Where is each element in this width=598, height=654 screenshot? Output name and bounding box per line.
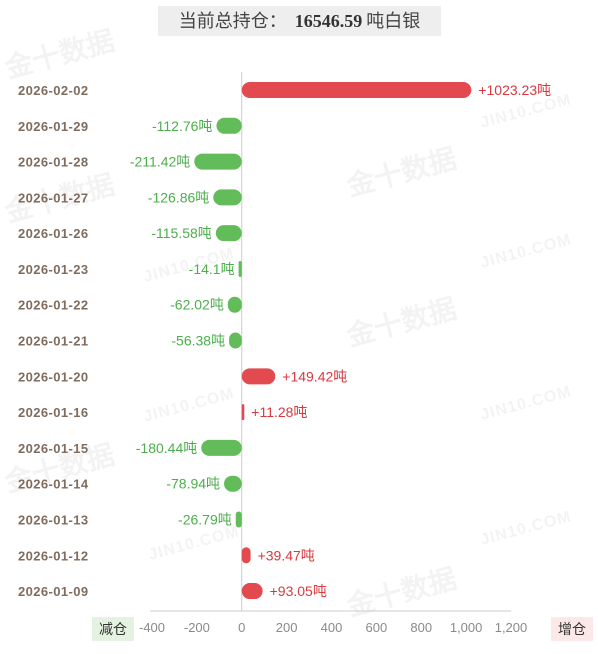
category-label-2026-01-12: 2026-01-12: [18, 548, 89, 563]
bar-2026-01-15: [201, 439, 242, 456]
watermark-site: JIN10.COM: [142, 385, 237, 426]
data-label-2026-02-02: +1023.23吨: [478, 82, 551, 98]
category-label-2026-01-29: 2026-01-29: [18, 119, 89, 134]
watermark-site: JIN10.COM: [147, 523, 242, 564]
bar-2026-01-27: [213, 189, 242, 206]
x-tick-label: 400: [321, 620, 343, 635]
x-tick-label: 600: [366, 620, 388, 635]
category-label-2026-01-14: 2026-01-14: [18, 477, 89, 492]
watermark-logo: 金十数据: [0, 24, 117, 84]
labels: 2026-02-02 +1023.23吨 2026-01-29 -112.76吨 202…: [18, 82, 551, 599]
bar-2026-01-13: [235, 511, 242, 528]
category-label-2026-01-21: 2026-01-21: [18, 334, 89, 349]
category-label-2026-01-23: 2026-01-23: [18, 262, 89, 277]
watermark-site: JIN10.COM: [479, 231, 574, 272]
bar-2026-01-14: [224, 475, 242, 492]
legend-decrease: 减仓: [92, 617, 134, 641]
category-label-2026-01-20: 2026-01-20: [18, 369, 89, 384]
data-label-2026-01-14: -78.94吨: [166, 476, 220, 492]
category-label-2026-01-28: 2026-01-28: [18, 155, 89, 170]
bar-2026-01-12: [241, 547, 251, 564]
watermark-logo: 金十数据: [342, 292, 459, 352]
bar-2026-01-21: [229, 332, 242, 349]
data-label-2026-01-26: -115.58吨: [151, 225, 211, 241]
bar-2026-01-28: [194, 153, 242, 170]
data-label-2026-01-16: +11.28吨: [251, 404, 307, 420]
bar-2026-02-02: [241, 82, 472, 98]
category-label-2026-01-27: 2026-01-27: [18, 190, 89, 205]
x-tick-label: 0: [238, 620, 245, 635]
bar-2026-01-20: [241, 368, 276, 385]
data-label-2026-01-28: -211.42吨: [130, 154, 190, 170]
watermark-layer: 金十数据金十数据金十数据金十数据金十数据金十数据JIN10.COMJIN10.C…: [0, 24, 573, 622]
category-label-2026-01-13: 2026-01-13: [18, 512, 89, 527]
category-label-2026-02-02: 2026-02-02: [18, 83, 89, 98]
data-label-2026-01-21: -56.38吨: [171, 333, 225, 349]
x-tick-label: 800: [410, 620, 432, 635]
bar-2026-01-22: [227, 296, 242, 313]
x-tick-label: -400: [139, 620, 165, 635]
watermark-site: JIN10.COM: [479, 383, 574, 424]
category-label-2026-01-22: 2026-01-22: [18, 298, 89, 313]
total-holdings-value: 16546.59: [294, 11, 363, 31]
data-label-2026-01-12: +39.47吨: [258, 547, 315, 563]
data-label-2026-01-09: +93.05吨: [270, 583, 327, 599]
data-label-2026-01-29: -112.76吨: [152, 118, 212, 134]
title-label: 当前总持仓：: [178, 11, 287, 31]
category-label-2026-01-16: 2026-01-16: [18, 405, 89, 420]
watermark-logo: 金十数据: [342, 562, 459, 622]
chart-title: 当前总持仓： 16546.59 吨白银: [158, 6, 441, 36]
data-label-2026-01-27: -126.86吨: [148, 189, 209, 205]
category-label-2026-01-15: 2026-01-15: [18, 441, 89, 456]
data-label-2026-01-15: -180.44吨: [136, 440, 197, 456]
bar-2026-01-29: [216, 117, 242, 134]
legend-increase: 增仓: [551, 617, 593, 641]
x-tick-label: 1,200: [495, 620, 528, 635]
x-tick-label: 1,000: [450, 620, 483, 635]
category-label-2026-01-26: 2026-01-26: [18, 226, 89, 241]
total-holdings-unit: 吨白银: [366, 11, 421, 31]
data-label-2026-01-13: -26.79吨: [178, 511, 232, 527]
watermark-logo: 金十数据: [342, 142, 459, 202]
bar-2026-01-23: [238, 260, 242, 277]
bar-2026-01-26: [215, 225, 242, 242]
x-tick-label: 200: [276, 620, 298, 635]
category-label-2026-01-09: 2026-01-09: [18, 584, 89, 599]
bar-2026-01-09: [241, 583, 263, 600]
data-label-2026-01-20: +149.42吨: [282, 368, 347, 384]
data-label-2026-01-22: -62.02吨: [170, 297, 224, 313]
bars: [194, 82, 472, 600]
watermark-site: JIN10.COM: [479, 508, 574, 549]
bar-2026-01-16: [241, 404, 245, 421]
data-label-2026-01-23: -14.1吨: [189, 261, 235, 277]
x-tick-label: -200: [184, 620, 210, 635]
